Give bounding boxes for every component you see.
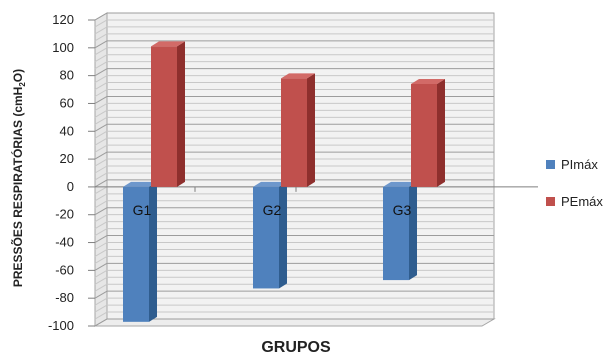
gridline-side — [94, 19, 108, 28]
gridline-side — [94, 290, 108, 299]
gridline-side — [94, 40, 108, 49]
gridline-side — [94, 179, 108, 188]
gridline-side — [94, 102, 108, 111]
gridline-side — [94, 172, 108, 181]
bar-top — [151, 41, 185, 47]
gridline-side — [94, 304, 108, 313]
y-tick-label: -100 — [48, 318, 74, 333]
gridline-side — [94, 242, 108, 250]
bar-PEmáx-G2 — [281, 73, 315, 187]
legend-label-pemax: PEmáx — [561, 194, 603, 209]
legend: PImáx PEmáx — [546, 157, 603, 209]
y-tick-label: -20 — [55, 207, 74, 222]
legend-swatch-pimax — [546, 160, 555, 169]
gridline-side — [94, 144, 108, 153]
gridline-side — [94, 68, 108, 77]
bar-top — [281, 73, 315, 79]
gridline-side — [94, 249, 108, 257]
bar-PImáx-G3 — [383, 181, 417, 281]
bar-front — [411, 83, 437, 187]
y-tick-label: 20 — [60, 151, 74, 166]
bar-side — [437, 78, 445, 187]
category-label-G1: G1 — [133, 202, 152, 218]
bar-PImáx-G2 — [253, 181, 287, 289]
bar-front — [123, 186, 149, 322]
bar-PEmáx-G3 — [411, 78, 445, 187]
bar-side — [409, 181, 417, 281]
bar-PImáx-G1 — [123, 181, 157, 322]
gridline-side — [94, 283, 108, 292]
legend-swatch-pemax — [546, 197, 555, 206]
y-tick-label: 40 — [60, 123, 74, 138]
bar-top — [411, 78, 445, 84]
gridline-side — [94, 151, 108, 160]
x-axis-title: GRUPOS — [261, 339, 331, 356]
floor — [93, 318, 496, 327]
bar-side — [149, 181, 157, 322]
gridline-side — [94, 262, 108, 271]
gridline-side — [94, 186, 108, 195]
gridline-side — [94, 235, 108, 243]
bar-top — [383, 181, 417, 187]
gridline-side — [94, 200, 108, 209]
category-labels: G1 G2 G3 — [133, 202, 412, 218]
gridline-side — [94, 12, 108, 21]
y-tick-label: 80 — [60, 68, 74, 83]
gridline-side — [94, 26, 108, 35]
y-axis-ticks: 120 100 80 60 40 20 0 -20 -40 -60 -80 -100 — [48, 12, 95, 333]
bar-front — [151, 46, 177, 187]
gridline-side — [94, 54, 108, 63]
legend-label-pimax: PImáx — [561, 157, 598, 172]
gridline-side — [94, 297, 108, 306]
gridline-side — [94, 130, 108, 139]
bar-front — [281, 78, 307, 187]
category-label-G3: G3 — [393, 202, 412, 218]
gridline-side — [94, 137, 108, 146]
gridline-side — [94, 47, 108, 56]
gridline-side — [94, 311, 108, 320]
gridline-side — [94, 96, 108, 104]
y-tick-label: 120 — [52, 12, 74, 27]
bar-PEmáx-G1 — [151, 41, 185, 187]
bar-side — [279, 181, 287, 289]
y-axis-title-suffix: O) — [11, 69, 25, 82]
gridline-side — [94, 207, 108, 216]
gridline-side — [94, 82, 108, 90]
gridline-side — [94, 221, 108, 230]
y-tick-label: -40 — [55, 235, 74, 250]
bar-top — [123, 181, 157, 187]
y-tick-label: 0 — [67, 179, 74, 194]
y-axis-title: PRESSÕES RESPIRATÓRIAS (cmH2O) — [10, 69, 27, 287]
bar-front — [383, 186, 409, 281]
y-axis-title-subscript: 2 — [18, 82, 27, 87]
bars — [123, 41, 445, 322]
gridline-side — [94, 269, 108, 278]
gridline-side — [94, 89, 108, 97]
gridline-side — [94, 214, 108, 223]
gridline-side — [94, 158, 108, 167]
gridline-side — [94, 33, 108, 42]
y-tick-label: -80 — [55, 290, 74, 305]
gridline-side — [94, 109, 108, 118]
gridline-side — [94, 318, 108, 327]
bar-front — [253, 186, 279, 289]
bar-side — [307, 73, 315, 187]
gridline-side — [94, 165, 108, 174]
gridline-side — [94, 75, 108, 84]
gridline-side — [94, 61, 108, 70]
gridline-side — [94, 193, 108, 202]
gridline-side — [94, 255, 108, 264]
gridline-side — [94, 228, 108, 237]
gridline-side — [94, 116, 108, 125]
gridline-side — [94, 123, 108, 132]
gridline-side — [94, 276, 108, 285]
y-axis-title-prefix: PRESSÕES RESPIRATÓRIAS (cmH — [10, 87, 25, 287]
y-tick-label: -60 — [55, 262, 74, 277]
bar-side — [177, 41, 185, 187]
bar-top — [253, 181, 287, 187]
y-tick-label: 100 — [52, 40, 74, 55]
y-tick-label: 60 — [60, 95, 74, 110]
category-label-G2: G2 — [263, 202, 282, 218]
